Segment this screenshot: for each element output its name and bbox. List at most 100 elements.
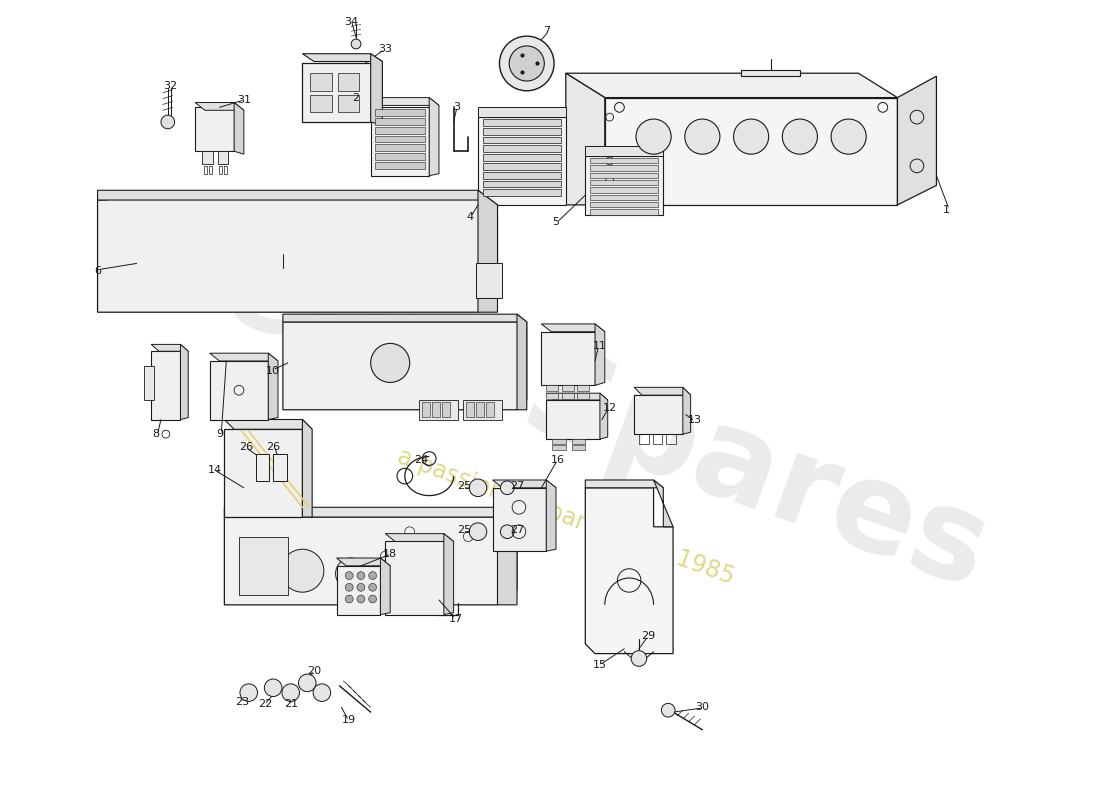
Text: 16: 16 (551, 455, 565, 466)
Polygon shape (151, 344, 188, 351)
Bar (255, 454, 270, 481)
Bar (572, 445, 585, 450)
Text: 30: 30 (695, 702, 710, 712)
Polygon shape (653, 480, 673, 527)
Polygon shape (683, 387, 691, 434)
Text: 24: 24 (415, 455, 429, 466)
Polygon shape (385, 534, 453, 542)
Bar (552, 445, 565, 450)
Polygon shape (210, 361, 268, 419)
Polygon shape (224, 430, 302, 517)
Text: 29: 29 (641, 631, 656, 641)
Polygon shape (547, 480, 556, 551)
Text: 27: 27 (510, 481, 524, 491)
Bar (547, 386, 558, 391)
Bar (652, 434, 662, 444)
Circle shape (368, 583, 376, 591)
Polygon shape (419, 400, 459, 419)
Bar (310, 74, 332, 90)
Bar (591, 187, 659, 193)
Polygon shape (478, 117, 565, 205)
Polygon shape (218, 151, 229, 164)
Circle shape (345, 583, 353, 591)
Circle shape (161, 115, 175, 129)
Polygon shape (585, 146, 663, 156)
Text: a passion for parts since 1985: a passion for parts since 1985 (394, 445, 738, 590)
Polygon shape (541, 332, 595, 386)
Text: 4: 4 (466, 212, 474, 222)
Bar (591, 194, 659, 200)
Text: 31: 31 (236, 94, 251, 105)
Text: 33: 33 (378, 44, 393, 54)
Text: 12: 12 (603, 403, 617, 413)
Bar (310, 94, 332, 112)
Polygon shape (180, 344, 188, 419)
Polygon shape (478, 107, 565, 117)
Polygon shape (585, 480, 663, 488)
Bar (639, 434, 649, 444)
Polygon shape (224, 419, 312, 430)
Polygon shape (337, 558, 390, 566)
Circle shape (280, 550, 323, 592)
Polygon shape (478, 190, 497, 312)
Circle shape (509, 46, 544, 81)
Text: 8: 8 (153, 429, 159, 439)
Text: euroSpares: euroSpares (206, 225, 1004, 614)
Text: 11: 11 (593, 342, 607, 351)
Bar (591, 173, 659, 178)
Polygon shape (98, 190, 497, 214)
Bar (483, 190, 561, 196)
Text: 13: 13 (688, 414, 702, 425)
Bar (476, 402, 484, 417)
Polygon shape (547, 400, 600, 439)
Polygon shape (517, 314, 527, 410)
Circle shape (282, 684, 299, 702)
Text: 9: 9 (216, 429, 223, 439)
Polygon shape (234, 102, 244, 154)
Circle shape (358, 595, 365, 603)
Text: 6: 6 (94, 266, 101, 276)
Bar (483, 163, 561, 170)
Text: 26: 26 (239, 442, 253, 452)
Bar (483, 154, 561, 161)
Bar (486, 402, 494, 417)
Bar (562, 386, 573, 391)
Polygon shape (371, 107, 429, 176)
Polygon shape (151, 351, 180, 419)
Circle shape (345, 595, 353, 603)
Bar (422, 402, 430, 417)
Text: 32: 32 (164, 81, 178, 91)
Polygon shape (429, 98, 439, 176)
Polygon shape (547, 393, 607, 400)
Text: 27: 27 (510, 525, 524, 534)
Bar (572, 439, 585, 444)
Polygon shape (443, 534, 453, 614)
Bar (667, 434, 676, 444)
Circle shape (470, 523, 487, 541)
Polygon shape (898, 76, 936, 205)
Circle shape (631, 650, 647, 666)
Circle shape (470, 479, 487, 497)
Polygon shape (268, 353, 278, 419)
Bar (591, 210, 659, 214)
Bar (375, 136, 426, 142)
Bar (375, 118, 426, 125)
Circle shape (336, 558, 366, 590)
Polygon shape (634, 387, 691, 395)
Circle shape (782, 119, 817, 154)
Bar (578, 393, 590, 399)
Circle shape (314, 684, 331, 702)
Text: 10: 10 (266, 366, 280, 376)
Bar (466, 402, 474, 417)
Polygon shape (463, 400, 503, 419)
Bar (204, 166, 207, 174)
Bar (578, 386, 590, 391)
Bar (375, 145, 426, 151)
Polygon shape (371, 54, 383, 125)
Bar (591, 180, 659, 186)
Polygon shape (565, 74, 605, 205)
Polygon shape (476, 263, 503, 298)
Polygon shape (493, 480, 556, 488)
Bar (338, 94, 359, 112)
Bar (375, 110, 426, 116)
